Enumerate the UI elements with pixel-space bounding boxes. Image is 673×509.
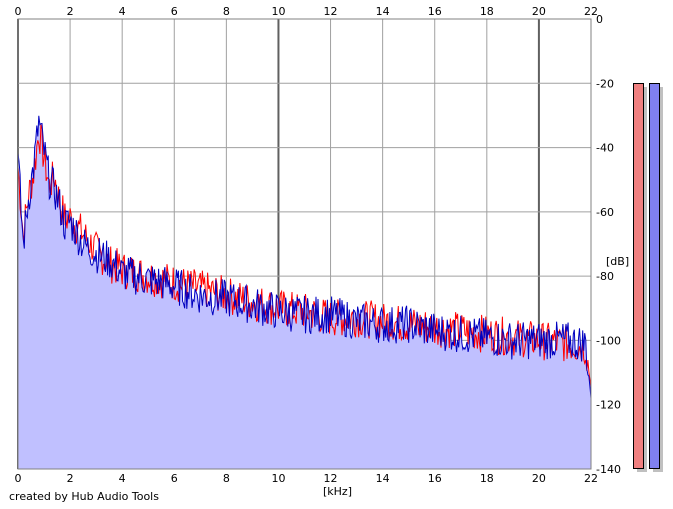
x-tick-label: 8 bbox=[223, 5, 230, 18]
y-tick-label: -40 bbox=[596, 142, 614, 155]
x-tick-label: 4 bbox=[119, 472, 126, 485]
y-tick-label: -100 bbox=[596, 334, 621, 347]
y-tick-label: 0 bbox=[596, 13, 603, 26]
x-tick-label: 10 bbox=[271, 472, 285, 485]
y-tick-label: -20 bbox=[596, 77, 614, 90]
x-ticks-top: 0 2 4 6 8 10 12 14 16 18 20 22 bbox=[15, 5, 599, 18]
x-tick-label: 4 bbox=[119, 5, 126, 18]
y-tick-label: -140 bbox=[596, 463, 621, 476]
y-tick-label: -80 bbox=[596, 270, 614, 283]
spectrum-series-line bbox=[17, 115, 592, 399]
x-tick-label: 12 bbox=[324, 5, 338, 18]
x-tick-label: 20 bbox=[532, 5, 546, 18]
x-tick-label: 6 bbox=[171, 472, 178, 485]
x-tick-label: 18 bbox=[480, 5, 494, 18]
y-tick-label: -60 bbox=[596, 206, 614, 219]
x-tick-label: 2 bbox=[67, 5, 74, 18]
x-tick-label: 8 bbox=[223, 472, 230, 485]
spectrum-area bbox=[18, 115, 591, 470]
credit-text: created by Hub Audio Tools bbox=[9, 490, 159, 503]
y-tick-label: -120 bbox=[596, 399, 621, 412]
y-ticks-right: 0 -20 -40 -60 -80 -100 -120 -140 bbox=[596, 13, 621, 476]
x-axis-label: [kHz] bbox=[323, 485, 352, 498]
x-tick-label: 0 bbox=[15, 5, 22, 18]
x-tick-label: 14 bbox=[376, 5, 390, 18]
x-tick-label: 2 bbox=[67, 472, 74, 485]
x-tick-label: 18 bbox=[480, 472, 494, 485]
x-tick-label: 14 bbox=[376, 472, 390, 485]
x-ticks-bottom: 0 2 4 6 8 10 12 14 16 18 20 22 bbox=[15, 472, 599, 485]
x-tick-label: 22 bbox=[584, 5, 598, 18]
spectrum-fill bbox=[18, 115, 591, 470]
x-tick-label: 16 bbox=[428, 5, 442, 18]
left-channel-meter bbox=[633, 83, 644, 469]
x-tick-label: 16 bbox=[428, 472, 442, 485]
x-tick-label: 22 bbox=[584, 472, 598, 485]
y-axis-label: [dB] bbox=[606, 255, 629, 268]
right-channel-meter bbox=[649, 83, 660, 469]
x-tick-label: 6 bbox=[171, 5, 178, 18]
plot-frame bbox=[17, 18, 592, 470]
x-tick-label: 10 bbox=[271, 5, 285, 18]
x-tick-label: 20 bbox=[532, 472, 546, 485]
x-tick-label: 0 bbox=[15, 472, 22, 485]
x-tick-label: 12 bbox=[324, 472, 338, 485]
spectrum-lines bbox=[17, 115, 592, 399]
